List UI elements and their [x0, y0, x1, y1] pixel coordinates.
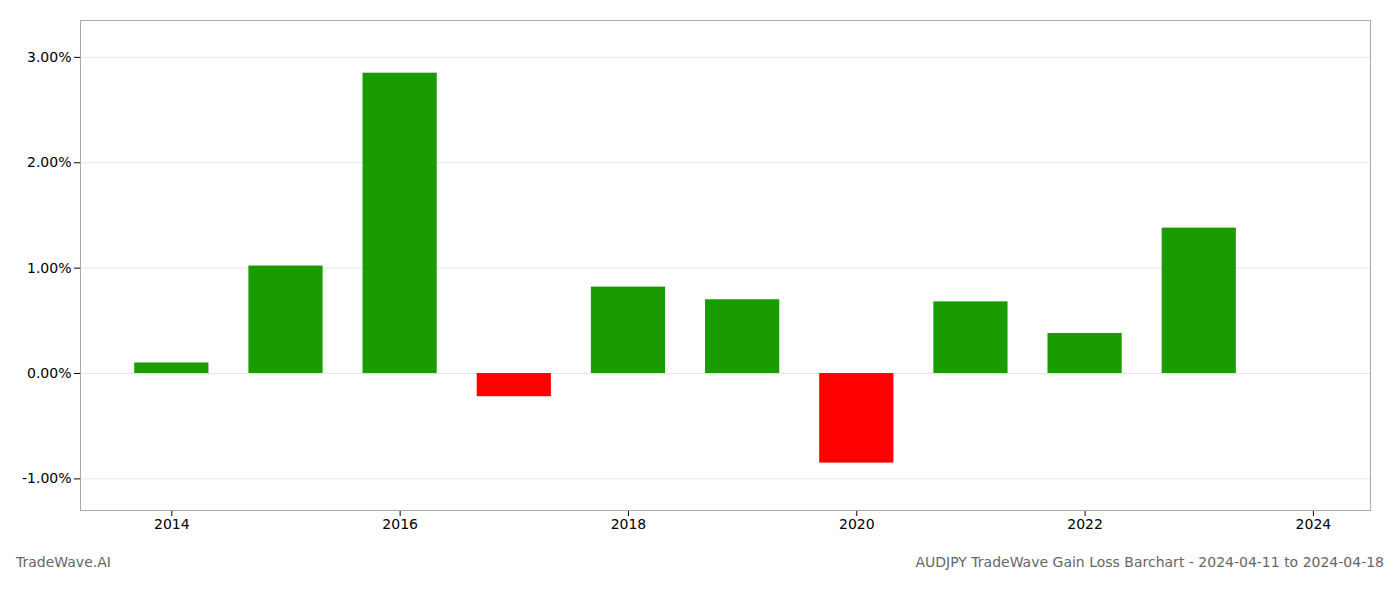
svg-text:2024: 2024	[1296, 516, 1332, 532]
svg-text:2.00%: 2.00%	[27, 154, 71, 170]
svg-text:2020: 2020	[839, 516, 875, 532]
svg-text:3.00%: 3.00%	[27, 49, 71, 65]
svg-text:2014: 2014	[154, 516, 190, 532]
svg-text:-1.00%: -1.00%	[22, 470, 72, 486]
svg-text:1.00%: 1.00%	[27, 260, 71, 276]
html-text:AUDJPY TradeWave Gain Loss Bar: AUDJPY TradeWave Gain Loss Barchart - 20…	[915, 554, 1384, 570]
svg-text:2018: 2018	[611, 516, 647, 532]
svg-text:2022: 2022	[1067, 516, 1103, 532]
html-text:TradeWave.AI: TradeWave.AI	[16, 554, 111, 570]
svg-text:2016: 2016	[382, 516, 418, 532]
svg-text:0.00%: 0.00%	[27, 365, 71, 381]
